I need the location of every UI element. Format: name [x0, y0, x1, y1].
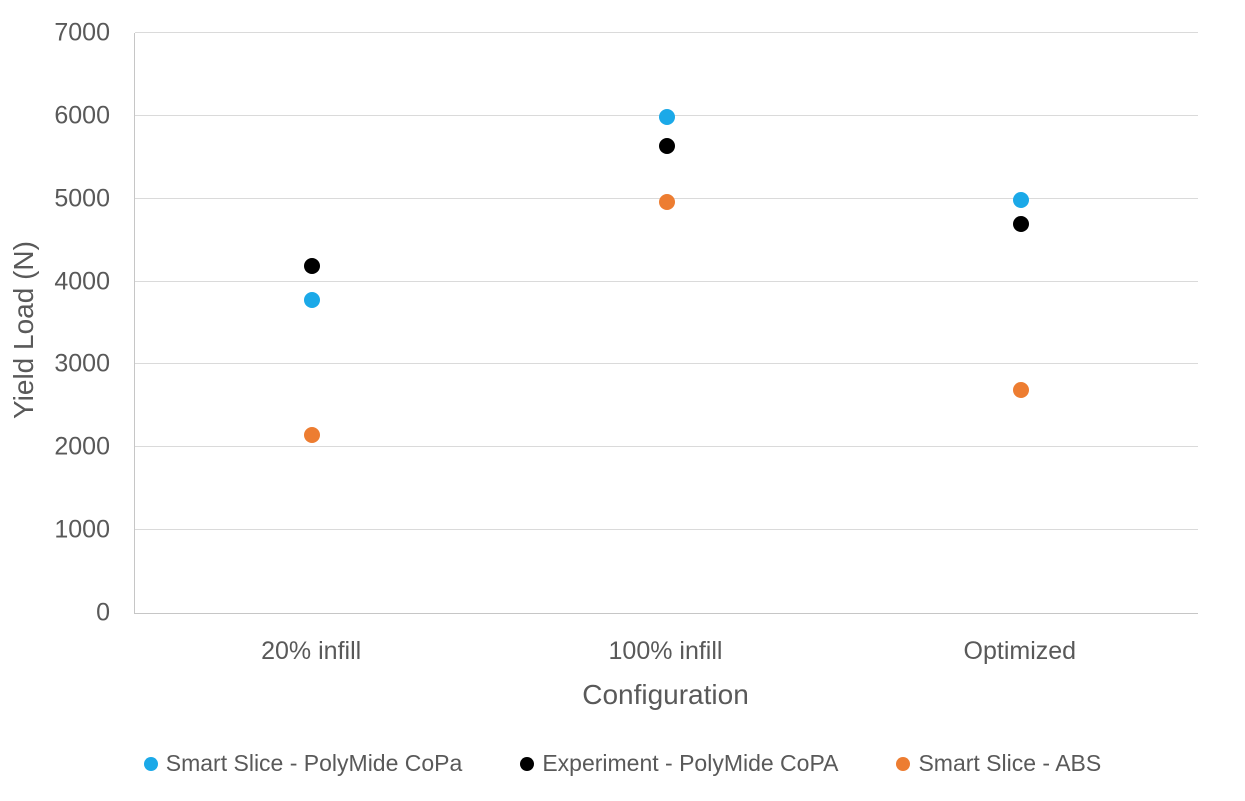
y-axis-tick-label: 4000 — [54, 267, 110, 296]
legend-item: Smart Slice - PolyMide CoPa — [143, 750, 463, 777]
y-axis-tick-label: 3000 — [54, 349, 110, 378]
x-category-label: 20% infill — [261, 637, 362, 665]
data-point — [304, 426, 321, 443]
gridline — [135, 363, 1198, 365]
y-axis-tick-label: 6000 — [54, 101, 110, 130]
legend-marker-icon — [520, 756, 535, 771]
gridline — [135, 446, 1198, 448]
data-point — [304, 257, 321, 274]
gridline — [135, 529, 1198, 531]
gridline — [135, 32, 1198, 33]
data-point — [658, 194, 675, 211]
y-axis-tick-label: 7000 — [54, 18, 110, 47]
x-axis-title: Configuration — [582, 679, 749, 710]
y-axis-tick-label: 0 — [96, 598, 110, 627]
legend-item: Smart Slice - ABS — [896, 750, 1101, 777]
gridline — [135, 280, 1198, 282]
x-axis-category-labels: 20% infill 100% infill Optimized — [134, 637, 1197, 666]
legend-marker-icon — [143, 756, 158, 771]
legend-marker-icon — [896, 756, 911, 771]
y-axis-tick-label: 2000 — [54, 432, 110, 461]
plot-area — [134, 32, 1198, 614]
legend-label: Experiment - PolyMide CoPA — [542, 750, 839, 776]
data-point — [658, 108, 675, 125]
data-point — [1012, 191, 1029, 208]
data-point — [1012, 216, 1029, 233]
data-point — [304, 291, 321, 308]
legend-label: Smart Slice - PolyMide CoPa — [165, 750, 463, 776]
data-point — [1012, 382, 1029, 399]
data-point — [658, 137, 675, 154]
legend: Smart Slice - PolyMide CoPa Experiment - … — [0, 750, 1245, 777]
y-axis-tick-label: 5000 — [54, 184, 110, 213]
x-category-label: Optimized — [963, 637, 1077, 665]
y-axis-tick-label: 1000 — [54, 515, 110, 544]
x-category-label: 100% infill — [608, 637, 723, 665]
legend-label: Smart Slice - ABS — [918, 750, 1102, 776]
y-axis-title: Yield Load (N) — [8, 241, 39, 419]
legend-item: Experiment - PolyMide CoPA — [520, 750, 838, 777]
